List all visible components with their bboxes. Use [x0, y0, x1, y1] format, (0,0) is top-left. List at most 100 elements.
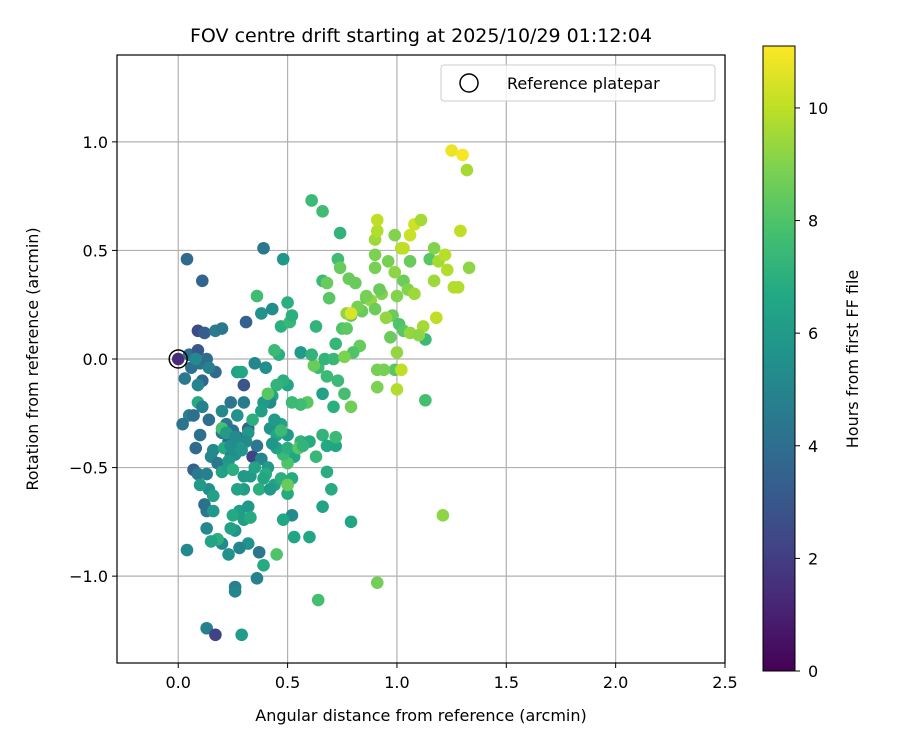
data-point — [274, 424, 288, 437]
data-point — [248, 461, 262, 474]
data-point — [388, 265, 402, 279]
data-point — [281, 296, 294, 309]
colorbar: 0 2 4 6 8 10 Hours from first FF file — [762, 45, 862, 681]
data-point — [325, 482, 338, 496]
data-point — [373, 283, 386, 296]
data-point — [305, 194, 318, 207]
x-tick-label: 0.0 — [166, 673, 191, 692]
data-point — [281, 441, 294, 455]
data-point — [329, 337, 343, 351]
colorbar-ticks: 0 2 4 6 8 10 — [795, 99, 828, 681]
data-point — [327, 400, 340, 414]
data-point — [349, 276, 362, 290]
x-tick-label: 2.0 — [603, 673, 628, 692]
data-point — [176, 417, 189, 431]
data-point — [338, 350, 351, 364]
data-points — [171, 144, 476, 642]
data-point — [252, 545, 266, 559]
data-point — [263, 482, 277, 496]
data-point — [456, 148, 469, 162]
data-point — [230, 409, 244, 422]
y-axis-ticks: −1.0 −0.5 0.0 0.5 1.0 — [69, 133, 117, 586]
data-point — [261, 387, 275, 401]
x-tick-label: 0.5 — [275, 673, 300, 692]
data-point — [206, 504, 220, 518]
data-point — [200, 621, 213, 635]
data-point — [244, 511, 257, 524]
data-point — [209, 628, 222, 642]
data-point — [202, 361, 216, 374]
data-point — [322, 291, 336, 305]
data-point — [257, 558, 270, 572]
colorbar-tick-label: 6 — [808, 324, 818, 343]
legend: Reference platepar — [440, 64, 716, 102]
data-point — [395, 363, 408, 377]
data-point — [200, 522, 213, 535]
data-point — [228, 430, 242, 444]
colorbar-tick-label: 2 — [808, 549, 818, 568]
data-point — [427, 241, 441, 255]
data-point — [246, 413, 259, 427]
data-point — [303, 530, 316, 544]
data-point — [180, 543, 194, 557]
data-point — [344, 307, 358, 320]
data-point — [226, 463, 240, 477]
data-point — [403, 254, 417, 268]
data-point — [255, 404, 268, 418]
data-point — [390, 383, 404, 396]
data-point — [202, 413, 216, 427]
data-point — [408, 287, 421, 301]
data-point — [440, 263, 454, 277]
data-point — [331, 374, 345, 388]
data-point — [329, 430, 343, 444]
data-point — [309, 320, 323, 333]
data-point — [228, 585, 242, 598]
data-point — [193, 428, 207, 442]
data-point — [250, 572, 264, 585]
data-point — [224, 396, 238, 409]
data-point — [320, 370, 334, 383]
data-point — [250, 439, 264, 453]
data-point — [191, 378, 205, 392]
colorbar-tick-label: 8 — [808, 212, 818, 231]
data-point — [206, 489, 220, 503]
data-point — [436, 509, 450, 522]
data-point — [195, 400, 209, 414]
data-point — [235, 365, 248, 379]
data-point — [252, 482, 266, 496]
data-point — [462, 261, 476, 275]
data-point — [360, 289, 373, 303]
x-axis-label: Angular distance from reference (arcmin) — [255, 706, 586, 725]
data-point — [327, 352, 340, 366]
data-point — [281, 478, 294, 492]
data-point — [427, 274, 441, 288]
data-point — [370, 380, 384, 394]
colorbar-label: Hours from first FF file — [843, 270, 862, 449]
data-point — [316, 387, 329, 401]
data-point — [368, 302, 382, 316]
y-tick-label: 1.0 — [83, 133, 108, 152]
data-point — [320, 465, 334, 479]
data-point — [198, 326, 211, 340]
data-point — [198, 498, 211, 511]
data-point — [226, 509, 240, 522]
data-point — [294, 346, 308, 359]
data-point — [329, 439, 343, 453]
data-point — [430, 311, 443, 325]
y-axis-label: Rotation from reference (arcmin) — [23, 227, 42, 490]
data-point — [340, 322, 353, 335]
data-point — [257, 241, 270, 255]
data-point — [370, 213, 384, 227]
data-point — [296, 439, 310, 453]
data-point — [344, 515, 358, 529]
data-point — [180, 252, 194, 266]
data-point — [187, 409, 200, 422]
data-point — [276, 252, 290, 266]
data-point — [316, 428, 329, 442]
data-point — [204, 535, 218, 548]
data-point — [370, 576, 384, 589]
data-point — [193, 478, 207, 492]
data-point — [259, 361, 273, 374]
y-tick-label: −0.5 — [69, 459, 108, 478]
